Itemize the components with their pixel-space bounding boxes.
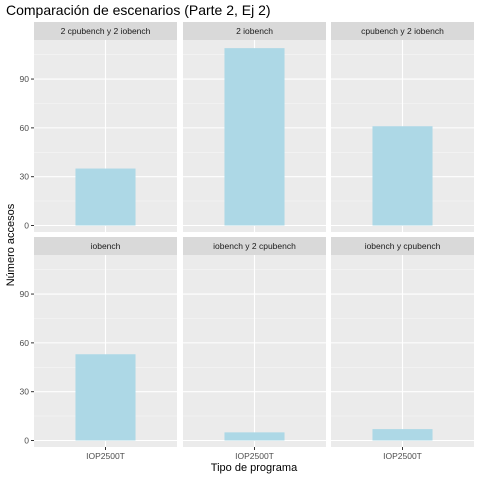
facet-panel: iobench y 2 cpubench IOP2500T — [183, 237, 326, 461]
x-tick-label: IOP2500T — [383, 451, 422, 461]
bar — [372, 126, 433, 226]
y-tick-label: 90 — [20, 74, 30, 84]
facet-panel: 2 iobench — [183, 22, 326, 232]
x-axis-title: Tipo de programa — [211, 462, 298, 474]
y-tick-label: 30 — [20, 172, 30, 182]
facet-panel: iobench y cpubench IOP2500T — [331, 237, 474, 461]
facet-strip-label: 2 cpubench y 2 iobench — [61, 26, 151, 36]
facet-panel: 2 cpubench y 2 iobench 0 30 60 90 — [20, 22, 177, 232]
x-tick-label: IOP2500T — [235, 451, 274, 461]
facet-strip — [331, 22, 474, 40]
bar — [75, 354, 136, 441]
bar — [372, 429, 433, 441]
facet-panel: cpubench y 2 iobench — [331, 22, 474, 232]
chart-title: Comparación de escenarios (Parte 2, Ej 2… — [6, 2, 271, 18]
facet-strip — [34, 237, 177, 255]
y-tick-label: 60 — [20, 123, 30, 133]
facet-strip-label: iobench y 2 cpubench — [213, 241, 296, 251]
y-tick-label: 0 — [24, 220, 29, 230]
x-tick-label: IOP2500T — [86, 451, 125, 461]
facet-strip-label: 2 iobench — [236, 26, 273, 36]
y-axis-title: Número accesos — [5, 203, 17, 286]
facet-strip-label: iobench y cpubench — [365, 241, 441, 251]
facet-panels: 2 cpubench y 2 iobench 0 30 60 90 2 iobench cp… — [20, 22, 474, 461]
facet-strip-label: iobench — [91, 241, 121, 251]
facet-strip — [183, 237, 326, 255]
facet-strip — [34, 22, 177, 40]
bar — [75, 168, 136, 226]
facet-strip-label: cpubench y 2 iobench — [361, 26, 444, 36]
y-tick-label: 30 — [20, 387, 30, 397]
bar — [224, 48, 285, 226]
bar — [224, 432, 285, 441]
y-tick-label: 90 — [20, 289, 30, 299]
y-tick-label: 60 — [20, 338, 30, 348]
y-tick-label: 0 — [24, 435, 29, 445]
facet-strip — [331, 237, 474, 255]
facet-panel: iobench 0 30 60 90 IOP2500T — [20, 237, 177, 461]
facet-strip — [183, 22, 326, 40]
